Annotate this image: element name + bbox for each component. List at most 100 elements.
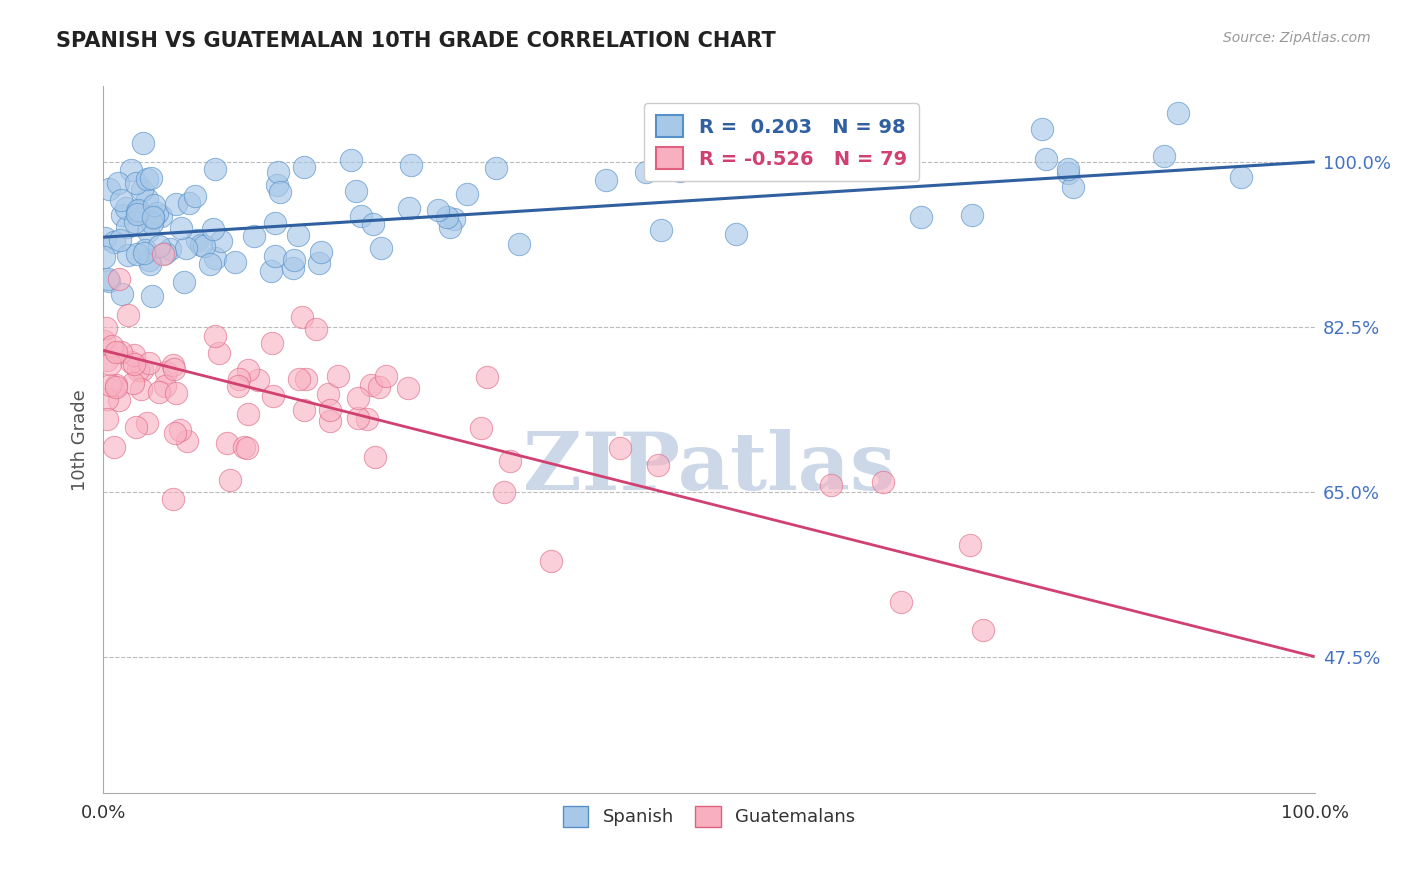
Point xyxy=(152,246,174,260)
Point xyxy=(890,595,912,609)
Point xyxy=(136,172,159,186)
Point xyxy=(184,188,207,202)
Point xyxy=(264,249,287,263)
Point xyxy=(141,215,163,229)
Point xyxy=(190,238,212,252)
Point xyxy=(125,176,148,190)
Point xyxy=(170,221,193,235)
Point xyxy=(115,201,138,215)
Point xyxy=(146,206,169,220)
Point xyxy=(1031,122,1053,136)
Point xyxy=(972,623,994,637)
Point xyxy=(136,224,159,238)
Point xyxy=(609,441,631,455)
Point xyxy=(292,402,315,417)
Point xyxy=(122,348,145,362)
Point xyxy=(174,241,197,255)
Point xyxy=(1057,166,1080,180)
Point xyxy=(94,321,117,335)
Point xyxy=(233,440,256,454)
Point xyxy=(142,210,165,224)
Point xyxy=(226,379,249,393)
Point xyxy=(117,309,139,323)
Point xyxy=(110,194,132,208)
Point xyxy=(283,260,305,275)
Point xyxy=(292,160,315,174)
Point xyxy=(360,378,382,392)
Point xyxy=(243,229,266,244)
Point xyxy=(204,329,226,343)
Point xyxy=(305,321,328,335)
Point xyxy=(96,352,118,367)
Point xyxy=(309,245,332,260)
Point xyxy=(238,408,260,422)
Point xyxy=(193,239,215,253)
Point xyxy=(149,210,172,224)
Point xyxy=(163,362,186,376)
Point xyxy=(202,222,225,236)
Point xyxy=(263,216,285,230)
Point xyxy=(1035,152,1057,166)
Point xyxy=(120,354,142,368)
Point xyxy=(198,256,221,270)
Point xyxy=(401,157,423,171)
Point xyxy=(475,370,498,384)
Point xyxy=(124,215,146,229)
Point xyxy=(647,458,669,473)
Point xyxy=(960,208,983,222)
Point xyxy=(236,441,259,455)
Point xyxy=(101,339,124,353)
Text: SPANISH VS GUATEMALAN 10TH GRADE CORRELATION CHART: SPANISH VS GUATEMALAN 10TH GRADE CORRELA… xyxy=(56,31,776,51)
Point xyxy=(104,377,127,392)
Point xyxy=(396,381,419,395)
Point xyxy=(318,386,340,401)
Point xyxy=(287,227,309,242)
Point xyxy=(131,363,153,377)
Point xyxy=(131,184,153,198)
Point xyxy=(162,491,184,506)
Point xyxy=(155,365,177,379)
Point xyxy=(436,211,458,225)
Point xyxy=(291,310,314,324)
Point xyxy=(132,246,155,260)
Point xyxy=(668,163,690,178)
Point xyxy=(262,389,284,403)
Point xyxy=(122,376,145,390)
Point xyxy=(356,412,378,426)
Point xyxy=(910,210,932,224)
Point xyxy=(139,256,162,270)
Point xyxy=(103,235,125,249)
Point xyxy=(165,385,187,400)
Point xyxy=(724,227,747,241)
Point xyxy=(456,187,478,202)
Point xyxy=(236,363,259,377)
Point xyxy=(326,369,349,384)
Point xyxy=(141,289,163,303)
Point xyxy=(138,355,160,369)
Point xyxy=(595,173,617,187)
Point xyxy=(98,357,121,371)
Point xyxy=(269,186,291,200)
Point xyxy=(508,237,530,252)
Point xyxy=(93,250,115,264)
Point xyxy=(153,379,176,393)
Point xyxy=(165,197,187,211)
Point xyxy=(650,223,672,237)
Point xyxy=(443,211,465,226)
Point xyxy=(820,477,842,491)
Point xyxy=(246,373,269,387)
Point xyxy=(148,385,170,400)
Point xyxy=(283,253,305,268)
Point xyxy=(288,372,311,386)
Point xyxy=(260,263,283,277)
Point xyxy=(127,363,149,377)
Point xyxy=(125,247,148,261)
Point xyxy=(173,275,195,289)
Point xyxy=(108,392,131,407)
Point xyxy=(494,485,516,500)
Point xyxy=(398,201,420,215)
Point xyxy=(219,473,242,487)
Point xyxy=(127,202,149,217)
Point xyxy=(111,287,134,301)
Point xyxy=(1167,105,1189,120)
